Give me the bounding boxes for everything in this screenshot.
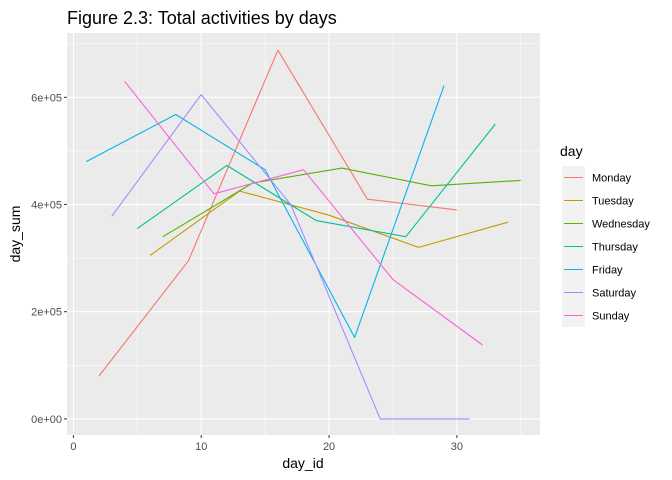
y-tick-label: 2e+05 xyxy=(31,307,62,319)
series-line-thursday xyxy=(136,123,496,238)
legend-label: Wednesday xyxy=(592,219,650,231)
x-axis-ticks: 0 10 20 30 xyxy=(70,435,463,453)
y-axis-title: day_sum xyxy=(7,206,23,263)
legend-label: Monday xyxy=(592,173,632,185)
series-line-saturday xyxy=(111,94,470,420)
legend-label: Saturday xyxy=(592,288,637,300)
y-tick-label: 6e+05 xyxy=(31,92,62,104)
y-axis-ticks: 0e+00 2e+05 4e+05 6e+05 xyxy=(31,92,67,426)
x-tick-label: 0 xyxy=(70,441,76,453)
series-line-monday xyxy=(98,49,457,377)
series-line-friday xyxy=(85,85,445,338)
legend-label: Sunday xyxy=(592,311,630,323)
y-tick-label: 4e+05 xyxy=(31,200,62,212)
x-tick-label: 10 xyxy=(195,441,207,453)
legend-label: Thursday xyxy=(592,242,638,254)
series-line-tuesday xyxy=(149,190,509,256)
legend-label: Friday xyxy=(592,265,623,277)
x-axis-title: day_id xyxy=(282,455,323,471)
major-gridlines xyxy=(67,33,540,435)
legend-title: day xyxy=(560,143,583,159)
series-line-sunday xyxy=(124,80,483,346)
series-line-wednesday xyxy=(162,167,521,238)
y-tick-label: 0e+00 xyxy=(31,414,62,426)
legend-label: Tuesday xyxy=(592,196,634,208)
series-lines xyxy=(85,49,521,420)
legend: day Monday Tuesday Wednesday Thursday Friday… xyxy=(560,143,650,327)
x-tick-label: 30 xyxy=(451,441,463,453)
chart-title: Figure 2.3: Total activities by days xyxy=(67,8,337,28)
x-tick-label: 20 xyxy=(323,441,335,453)
